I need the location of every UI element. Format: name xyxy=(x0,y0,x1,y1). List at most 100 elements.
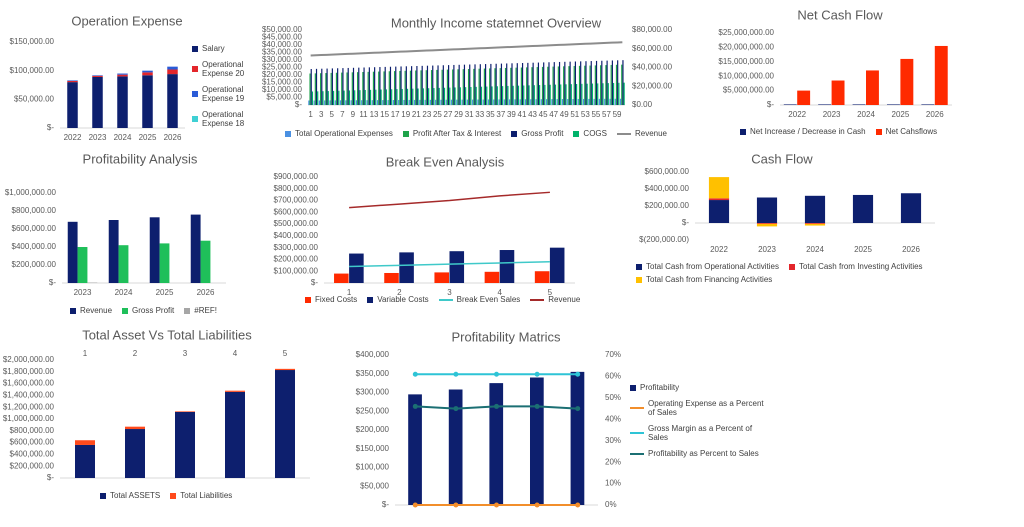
legend-label: Total Cash from Operational Activities xyxy=(646,262,779,271)
y-tick-label: $400,000.00 xyxy=(12,242,57,251)
bar xyxy=(549,247,565,283)
x-tick-label: 2026 xyxy=(926,110,944,119)
bar xyxy=(408,394,422,505)
x-tick-label: 23 xyxy=(422,110,431,119)
legend-item: Gross Profit xyxy=(511,129,563,138)
legend: Total Cash from Operational Activities To… xyxy=(636,262,956,284)
bar xyxy=(605,65,607,105)
marker xyxy=(534,403,540,409)
bar xyxy=(852,194,874,223)
legend-item: COGS xyxy=(573,129,607,138)
x-tick-label: 5 xyxy=(330,110,335,119)
y-tick-label: $15,000,000.00 xyxy=(718,57,774,66)
bar xyxy=(438,87,440,105)
bar xyxy=(117,76,128,128)
bar xyxy=(345,100,347,105)
bar xyxy=(552,66,554,105)
y-tick-label: $10,000.00 xyxy=(262,85,303,94)
chart-title: Total Asset Vs Total Liabilities xyxy=(82,327,252,342)
y-tick-label: $5,000.00 xyxy=(266,93,302,102)
bar xyxy=(125,426,145,430)
bar xyxy=(322,91,324,105)
bar xyxy=(541,66,544,105)
legend-item: Gross Margin as a Percent of Sales xyxy=(630,424,770,442)
y-tick-label: $- xyxy=(767,100,774,109)
bar xyxy=(601,60,603,105)
bar xyxy=(588,98,590,105)
y-tick-label: $20,000.00 xyxy=(262,70,303,79)
x-tick-label: 1 xyxy=(308,110,313,119)
bar xyxy=(372,71,375,105)
bar xyxy=(426,65,429,105)
y2-tick-label: 10% xyxy=(605,479,621,488)
bar xyxy=(75,444,95,478)
y-tick-label: $300,000 xyxy=(356,388,390,397)
bar xyxy=(167,69,178,75)
bar xyxy=(516,63,518,105)
legend-item: Salary xyxy=(192,44,250,53)
bar xyxy=(349,253,364,283)
x-tick-label: 5 xyxy=(283,349,288,358)
x-tick-label: 2025 xyxy=(892,110,910,119)
bar xyxy=(320,73,322,105)
bar xyxy=(611,60,613,105)
bar xyxy=(424,99,426,105)
bar xyxy=(449,251,465,283)
bar xyxy=(560,84,562,105)
bar xyxy=(597,83,599,105)
x-tick-label: 4 xyxy=(233,349,238,358)
bar xyxy=(395,66,397,105)
bar xyxy=(483,68,485,105)
bar xyxy=(225,391,245,478)
bar xyxy=(921,104,935,105)
bar xyxy=(380,89,382,105)
bar xyxy=(478,68,480,105)
y-tick-label: $20,000,000.00 xyxy=(718,43,774,52)
bar xyxy=(118,245,129,283)
bar xyxy=(459,87,461,105)
x-tick-label: 2 xyxy=(397,288,402,297)
x-tick-label: 41 xyxy=(518,110,527,119)
bar xyxy=(385,89,387,105)
marker xyxy=(575,371,581,377)
legend-swatch xyxy=(184,307,191,314)
bar xyxy=(142,72,153,76)
bar xyxy=(535,99,537,105)
bar xyxy=(756,197,778,223)
bar xyxy=(586,83,588,105)
legend-item: Total Operational Expenses xyxy=(285,129,393,138)
bar xyxy=(334,273,349,283)
y-tick-label: $100,000.00 xyxy=(10,66,55,75)
legend-swatch xyxy=(740,128,746,135)
legend-label: Gross Profit xyxy=(132,306,175,315)
bar xyxy=(399,252,414,283)
legend: Fixed Costs Variable Costs Break Even Sale… xyxy=(305,295,635,304)
y2-tick-label: 0% xyxy=(605,500,617,509)
bar xyxy=(435,99,437,105)
bar xyxy=(433,88,435,105)
x-tick-label: 35 xyxy=(486,110,495,119)
x-tick-label: 2026 xyxy=(164,133,182,142)
bar xyxy=(852,104,866,105)
marker xyxy=(534,371,540,377)
bar xyxy=(458,64,460,105)
legend-label: Profit After Tax & Interest xyxy=(412,129,502,138)
y2-tick-label: 40% xyxy=(605,414,621,423)
x-tick-label: 17 xyxy=(391,110,400,119)
bar xyxy=(618,82,620,105)
bar xyxy=(326,68,328,105)
legend-item: Revenue xyxy=(616,129,667,138)
bar xyxy=(480,86,483,105)
bar xyxy=(564,61,566,105)
x-tick-label: 2025 xyxy=(156,288,174,297)
y-tick-label: $- xyxy=(311,278,318,287)
bar xyxy=(325,73,327,105)
bar xyxy=(572,99,574,105)
bar xyxy=(327,91,329,105)
legend-label: #REF! xyxy=(194,306,217,315)
bar xyxy=(462,69,464,105)
legend-item: Revenue xyxy=(70,306,112,315)
x-tick-label: 2 xyxy=(133,349,138,358)
